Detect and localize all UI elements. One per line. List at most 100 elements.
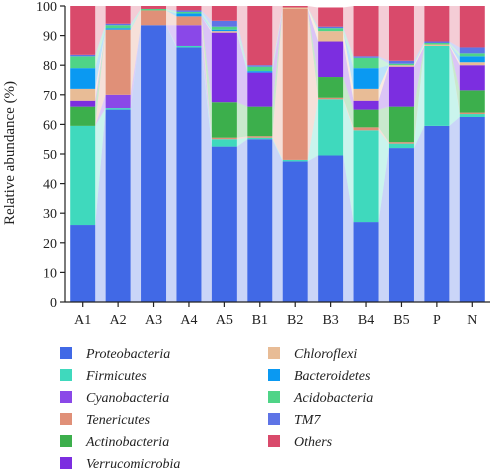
y-axis-title: Relative abundance (%) <box>2 81 18 225</box>
connector-band <box>272 137 283 162</box>
connector-band <box>343 97 354 131</box>
connector-band <box>378 148 389 302</box>
connector-band <box>272 6 283 66</box>
bar-segment <box>70 125 96 226</box>
connector-band <box>272 7 283 67</box>
bar-segment <box>388 63 414 66</box>
bar-segment <box>353 88 379 101</box>
connector-band <box>272 7 283 73</box>
legend-label: Verrucomicrobia <box>86 457 180 470</box>
x-axis: A1 A2 A3 A4 A5 B1 B2 B3 B4 B5 P N <box>65 301 490 328</box>
bar-segment <box>318 31 344 42</box>
connector-band <box>343 6 354 57</box>
x-tick-label: A1 <box>74 313 91 328</box>
bar-segment <box>353 57 379 69</box>
legend-swatch <box>60 457 72 469</box>
legend-swatch <box>268 413 280 425</box>
bar-segment <box>105 25 131 29</box>
connector-band <box>236 136 248 140</box>
connector-band <box>413 45 425 149</box>
bar-segment <box>176 25 202 46</box>
legend-item: Verrucomicrobia <box>60 457 180 470</box>
connector-band <box>378 57 389 69</box>
connector-band <box>272 7 283 72</box>
bar-segment <box>247 71 273 73</box>
bar-segment <box>459 65 485 91</box>
connector-band <box>272 8 283 160</box>
connector-band <box>449 44 460 63</box>
connector-band <box>413 6 425 61</box>
bar-segment <box>282 7 308 9</box>
bar-segment <box>141 10 167 26</box>
bar-segment <box>459 53 485 57</box>
x-tick-label: B4 <box>358 313 374 328</box>
connector-band <box>378 65 389 89</box>
bar-segment <box>70 100 96 107</box>
bar-segment <box>211 6 237 21</box>
legend-label: Others <box>294 435 333 450</box>
y-tick-label: 70 <box>43 89 57 104</box>
bar-connectors <box>95 6 460 303</box>
bar-segment <box>353 127 379 131</box>
bar-segment <box>388 143 414 149</box>
connector-band <box>201 13 212 32</box>
x-tick-label: A3 <box>145 313 162 328</box>
bar-segment <box>353 56 379 58</box>
connector-band <box>343 99 354 223</box>
connector-band <box>343 28 354 69</box>
bar-segment <box>211 20 237 27</box>
bar-segment <box>247 139 273 302</box>
legend-swatch <box>60 435 72 447</box>
bar-segment <box>141 8 167 11</box>
x-tick-label: P <box>433 313 441 328</box>
connector-band <box>201 10 212 27</box>
connector-band <box>130 6 142 24</box>
bar-segment <box>353 130 379 223</box>
bar-segment <box>247 106 273 137</box>
y-tick-label: 50 <box>43 148 57 163</box>
legend-label: Proteobacteria <box>85 347 170 362</box>
bar-segment <box>176 16 202 26</box>
connector-band <box>201 47 212 302</box>
connector-band <box>201 16 212 33</box>
bar-segment <box>105 94 131 109</box>
connector-band <box>272 139 283 302</box>
legend-label: Cyanobacteria <box>86 391 169 406</box>
connector-band <box>307 7 319 29</box>
legend: Proteobacteria Firmicutes Cyanobacteria Ten… <box>60 347 373 470</box>
connector-band <box>307 99 319 162</box>
bar-segment <box>353 109 379 128</box>
connector-band <box>307 7 319 42</box>
bar-segment <box>176 6 202 11</box>
connector-band <box>236 20 248 67</box>
bar-segment <box>388 66 414 107</box>
connector-band <box>413 45 425 107</box>
bar-segment <box>353 6 379 57</box>
connector-band <box>130 10 142 95</box>
bar-segment <box>424 45 450 126</box>
bar-segment <box>459 62 485 66</box>
connector-band <box>166 25 177 48</box>
bar-segment <box>211 32 237 103</box>
bar-segment <box>70 225 96 302</box>
legend-item: Tenericutes <box>60 413 151 428</box>
bar-segment <box>459 47 485 54</box>
x-tick-label: N <box>467 313 477 328</box>
connector-band <box>378 106 389 143</box>
bar-segment <box>105 108 131 110</box>
connector-band <box>201 6 212 21</box>
bar-segment <box>388 106 414 143</box>
bar-segment <box>176 10 202 12</box>
bar-segment <box>105 109 131 302</box>
bar-segment <box>70 6 96 55</box>
legend-label: Bacteroidetes <box>294 369 371 384</box>
x-tick-label: B1 <box>252 313 268 328</box>
connector-band <box>343 77 354 128</box>
bar-segment <box>424 41 450 43</box>
legend-item: Actinobacteria <box>60 435 169 450</box>
bar-segment <box>247 66 273 72</box>
legend-label: TM7 <box>294 413 321 428</box>
x-tick-label: A5 <box>216 313 233 328</box>
bar-segment <box>211 29 237 32</box>
bar-segment <box>176 11 202 14</box>
